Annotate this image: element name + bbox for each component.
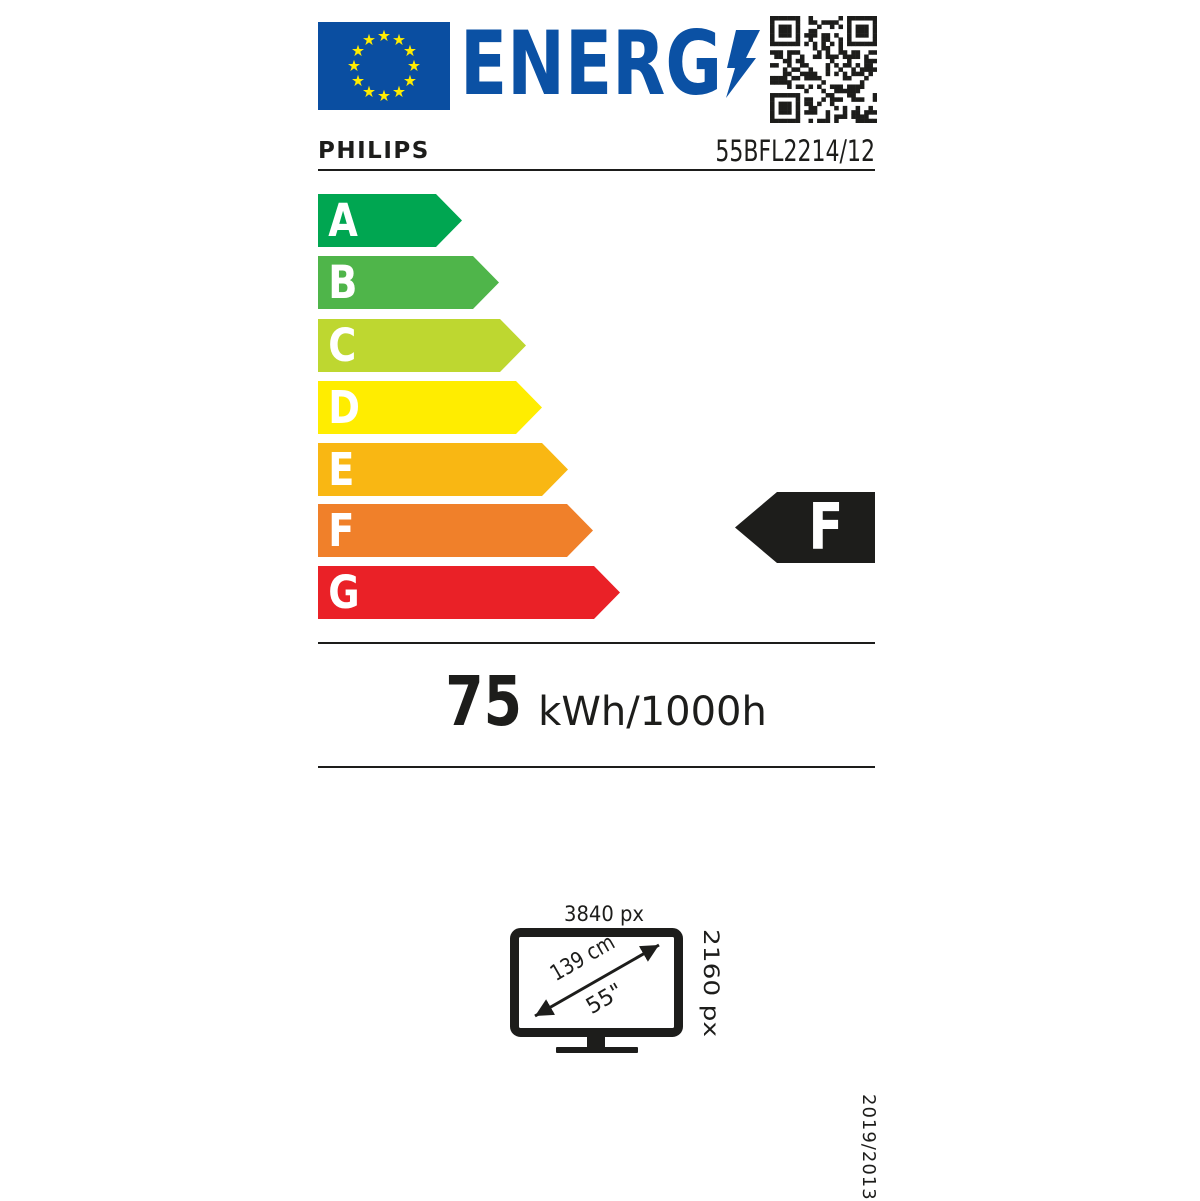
- energy-class-letter-a: A: [328, 194, 358, 247]
- energy-class-arrow-b: B: [318, 256, 499, 309]
- resolution-width-label: 3840 px: [564, 902, 644, 926]
- brand-name: PHILIPS: [318, 138, 430, 164]
- rating-letter: F: [808, 490, 844, 565]
- energy-class-arrow-c: C: [318, 319, 526, 372]
- lightning-bolt-icon: [726, 30, 760, 98]
- energy-logo: ENERG: [460, 26, 722, 104]
- divider-middle-top: [318, 642, 875, 644]
- energy-class-arrow-f: F: [318, 504, 593, 557]
- model-number: 55BFL2214/12: [715, 134, 875, 168]
- energy-class-arrow-d: D: [318, 381, 542, 434]
- energy-class-letter-e: E: [328, 443, 355, 496]
- tv-pictogram: 3840 px 139 cm 55" 2160 px: [510, 902, 723, 1053]
- consumption: 75 kWh/1000h: [318, 668, 875, 737]
- diagonal-arrow-icon: [534, 943, 660, 1018]
- tv-stand-base: [556, 1047, 638, 1053]
- consumption-value: 75: [445, 662, 523, 742]
- energy-class-arrow-e: E: [318, 443, 568, 496]
- qr-code: [770, 16, 877, 123]
- rating-arrow: F: [735, 492, 875, 563]
- energy-class-letter-g: G: [328, 566, 360, 619]
- energy-class-letter-d: D: [328, 381, 360, 434]
- energy-class-letter-c: C: [328, 319, 357, 372]
- divider-middle-bottom: [318, 766, 875, 768]
- energy-logo-text: ENERG: [460, 26, 722, 104]
- divider-top: [318, 169, 875, 171]
- consumption-unit: kWh/1000h: [538, 689, 767, 735]
- resolution-height-label: 2160 px: [699, 929, 723, 1037]
- energy-class-letter-f: F: [328, 504, 355, 557]
- eu-flag-icon: [318, 22, 450, 110]
- energy-class-letter-b: B: [328, 256, 358, 309]
- energy-class-arrow-g: G: [318, 566, 620, 619]
- energy-class-scale: A B C D E F G: [318, 194, 878, 619]
- regulation-reference: 2019/2013: [858, 1094, 879, 1201]
- tv-stand-neck: [587, 1037, 605, 1047]
- energy-class-arrow-a: A: [318, 194, 462, 247]
